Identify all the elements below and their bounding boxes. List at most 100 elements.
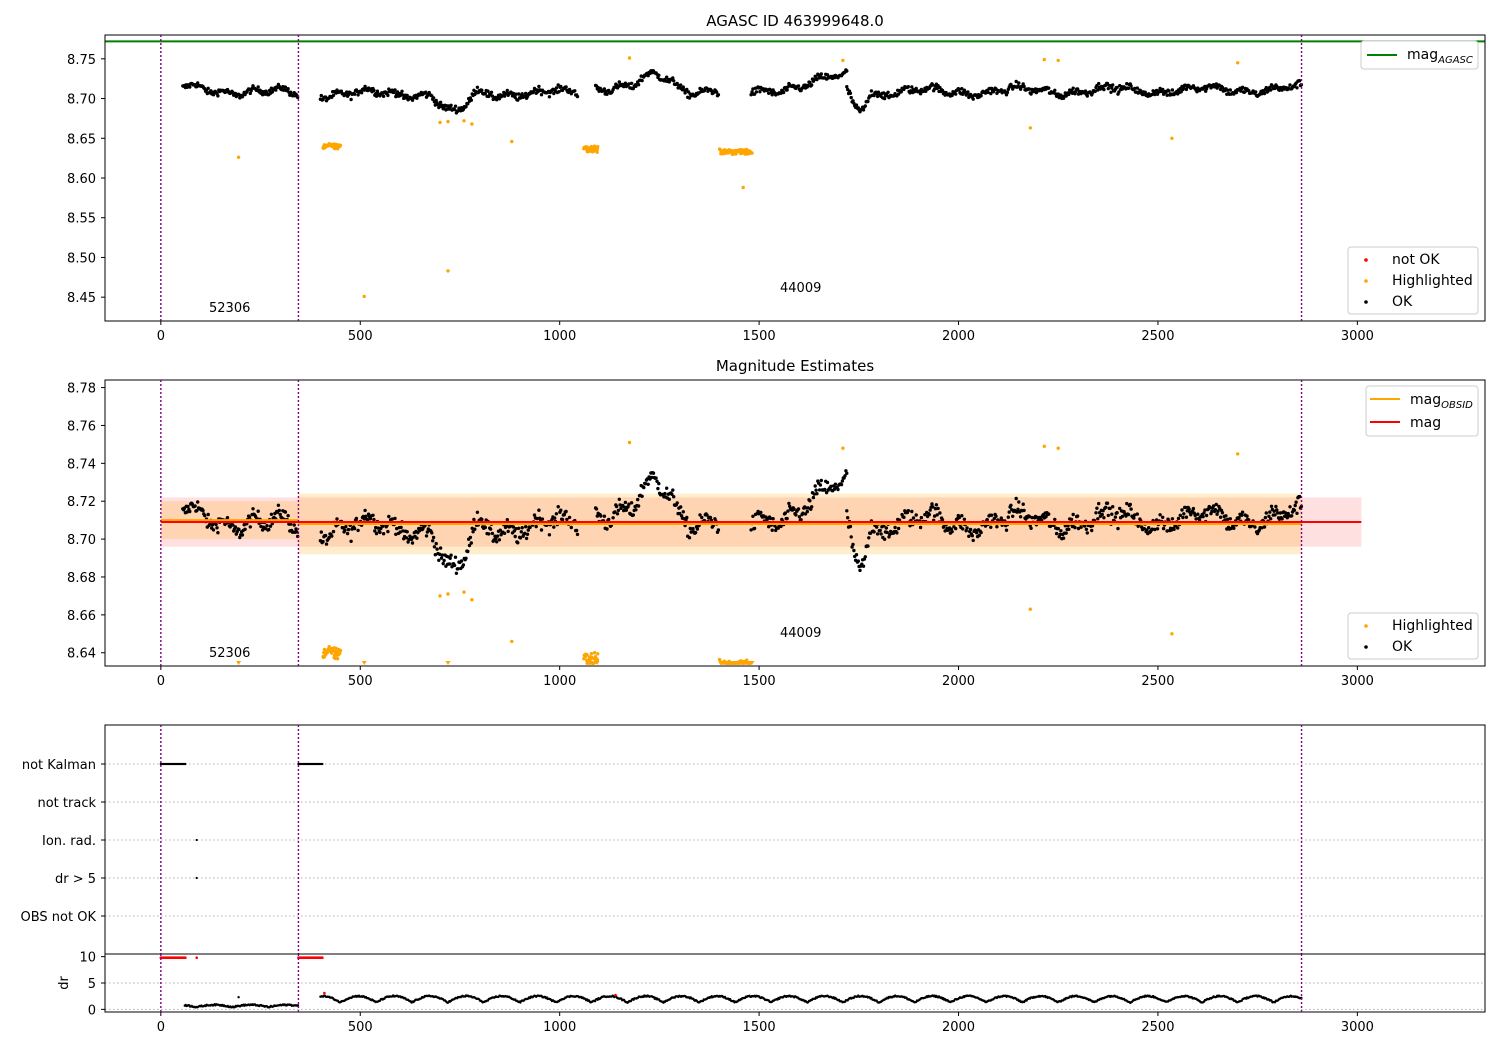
highlighted-point [510,639,514,644]
ok-point [1214,502,1219,507]
ok-point [1260,526,1264,530]
ok-point [708,515,713,520]
highlighted-point [327,645,331,649]
ok-point [344,525,348,529]
ok-point [405,530,409,534]
ok-point [231,523,235,527]
ok-point [636,497,640,502]
ok-point [814,488,818,492]
ok-point [1247,88,1251,93]
ok-point [504,524,509,528]
agasc-legend-top: magAGASC [1360,40,1479,70]
ok-point [393,516,397,521]
highlighted-point [1028,607,1033,611]
ok-point [906,85,910,89]
ok-point [631,513,635,517]
ok-point [371,513,375,517]
ok-point [1264,511,1269,515]
highlighted-point [438,594,442,598]
ok-point [362,517,366,521]
ok-point [845,509,849,513]
ok-point [848,91,853,96]
ok-point [283,510,288,514]
ok-point [267,527,271,532]
agasc-ytick-label: 8.65 [67,132,96,147]
ok-point [813,484,817,488]
ok-point [450,565,454,569]
ok-point [1194,517,1198,521]
magnitude-annotation-obsid-2: 44009 [780,626,821,641]
ok-point [1015,510,1019,514]
ok-point [693,530,698,535]
ok-point [964,529,968,533]
ok-point [715,90,719,94]
ok-point [829,484,833,488]
ok-point [464,556,468,560]
ok-point [513,534,517,539]
ok-point [211,93,216,97]
agasc-ytick-label: 8.75 [67,53,96,68]
ok-point [248,91,252,96]
highlighted-point [1056,58,1060,63]
ok-point [1006,515,1010,519]
ok-point [667,497,671,501]
agasc-panel-title: AGASC ID 463999648.0 [706,12,884,30]
ok-point [671,488,675,492]
ok-point [848,524,853,529]
ok-point [1027,514,1032,519]
ok-point [265,524,269,528]
magnitude-ytick-label: 8.66 [67,609,96,624]
ok-point [373,529,377,533]
ok-point [352,526,357,531]
ok-point [866,544,870,548]
ok-point [528,525,532,530]
highlighted-point [1236,452,1240,456]
ok-point [1167,89,1171,93]
magnitude-legend-obsid-label: mag [1410,392,1441,408]
highlighted-point [1170,136,1174,140]
ok-point [434,541,438,546]
ok-point [424,534,429,538]
ok-point [1108,84,1112,88]
dr-xtick-label: 2500 [1141,1020,1174,1035]
highlighted-point [734,152,738,156]
magnitude-legend-ok: OK [1392,639,1413,655]
ok-point [781,90,786,95]
ok-point [225,516,230,520]
ok-point [438,100,443,105]
highlighted-point [334,646,338,651]
ok-point [421,526,425,531]
ok-point [968,527,973,532]
ok-point [1070,524,1075,529]
ok-point [1245,514,1249,518]
ok-point [539,528,544,532]
ok-point [567,515,572,520]
ok-point [1076,526,1081,531]
dr-xtick-label: 1500 [743,1020,776,1035]
highlighted-point [595,150,599,154]
magnitude-panel-frame [104,379,1486,667]
ok-point [1109,90,1113,95]
ok-point [374,531,379,536]
ok-point [957,87,961,92]
ok-point [1203,508,1207,512]
ok-point [616,508,621,513]
ok-point [1106,86,1111,91]
ok-point [386,529,390,534]
agasc-ytick-label: 8.55 [67,212,96,227]
ok-point [430,531,434,535]
ok-point [957,515,961,520]
ok-point [1234,90,1239,95]
ok-point [468,535,473,540]
ok-point [537,508,541,512]
ok-point [514,527,518,531]
ok-point [1269,504,1274,508]
ok-point [771,517,775,521]
ok-point [899,90,903,94]
ok-point [1202,511,1206,515]
ok-point [1295,86,1299,90]
ok-point [1293,503,1297,508]
ok-point [861,108,866,112]
ok-point [1262,91,1267,96]
highlighted-point [1042,444,1047,448]
